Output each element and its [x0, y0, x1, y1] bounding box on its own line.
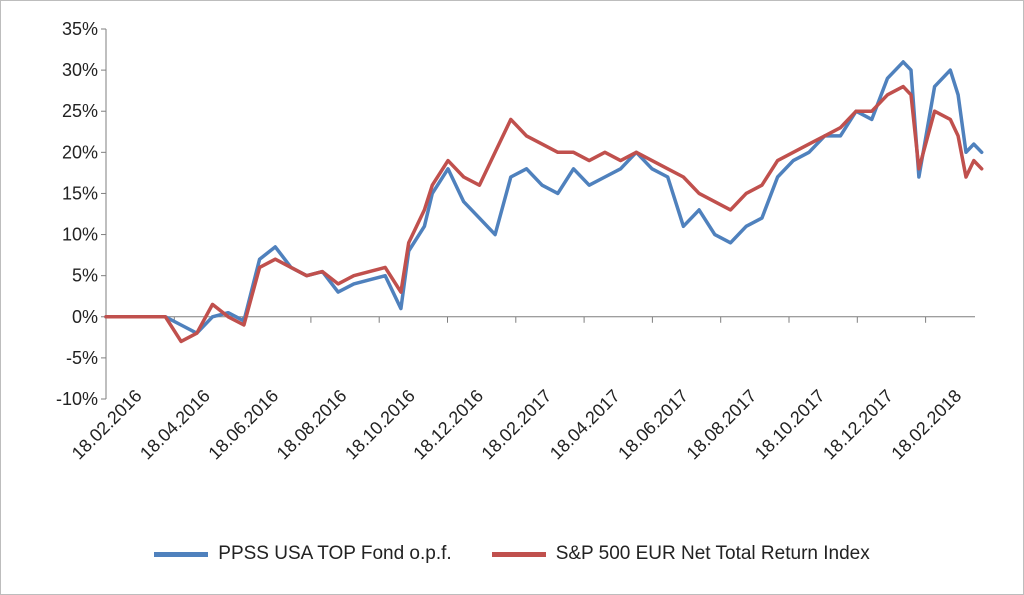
line-chart: 35% 30% 25% 20% 15% 10% 5% 0% -5% -10% 18.02.2016…: [56, 19, 984, 464]
y-tick-label: 5%: [72, 266, 98, 286]
series-line-ppss: [104, 60, 984, 335]
x-tick-label: 18.02.2018: [887, 386, 965, 464]
x-tick-label: 18.12.2017: [819, 386, 897, 464]
y-tick-label: -10%: [56, 389, 98, 409]
y-tick-label: 15%: [62, 183, 98, 203]
x-tick-label: 18.04.2017: [546, 386, 624, 464]
legend-swatch-sp500: [491, 551, 546, 557]
x-tick-label: 18.02.2017: [478, 386, 556, 464]
legend-item-ppss: PPSS USA TOP Fond o.p.f.: [154, 543, 452, 565]
y-tick-label: 10%: [62, 225, 98, 245]
y-tick-label: 25%: [62, 101, 98, 121]
y-tick-label: 30%: [62, 60, 98, 80]
x-axis-labels: 18.02.201618.04.201618.06.201618.08.2016…: [68, 386, 965, 464]
x-tick-label: 18.12.2016: [409, 386, 487, 464]
legend-label-ppss: PPSS USA TOP Fond o.p.f.: [218, 543, 452, 564]
x-tick-label: 18.08.2016: [273, 386, 351, 464]
legend: PPSS USA TOP Fond o.p.f. S&P 500 EUR Net…: [0, 543, 1024, 565]
y-tick-label: 20%: [62, 142, 98, 162]
series-line-sp500: [104, 84, 984, 344]
x-tick-label: 18.04.2016: [136, 386, 214, 464]
series-layer: [104, 60, 984, 344]
x-tick-label: 18.06.2017: [614, 386, 692, 464]
x-tick-label: 18.08.2017: [683, 386, 761, 464]
y-tick-label: -5%: [66, 348, 98, 368]
y-axis-labels: 35% 30% 25% 20% 15% 10% 5% 0% -5% -10%: [56, 19, 98, 409]
legend-swatch-ppss: [154, 551, 209, 557]
y-tick-label: 0%: [72, 307, 98, 327]
x-tick-label: 18.10.2017: [751, 386, 829, 464]
y-axis-ticks: [101, 28, 106, 400]
legend-item-sp500: S&P 500 EUR Net Total Return Index: [491, 543, 870, 565]
x-tick-label: 18.10.2016: [341, 386, 419, 464]
legend-label-sp500: S&P 500 EUR Net Total Return Index: [555, 543, 870, 564]
y-tick-label: 35%: [62, 19, 98, 39]
x-tick-label: 18.06.2016: [204, 386, 282, 464]
